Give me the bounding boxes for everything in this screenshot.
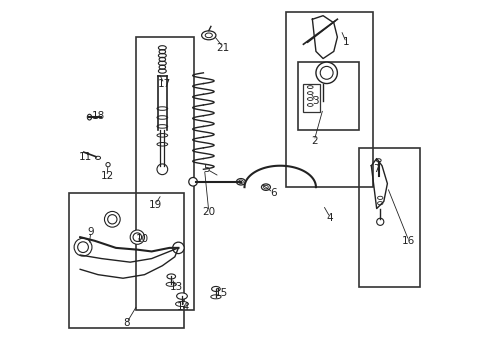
Ellipse shape [176,293,187,299]
Ellipse shape [205,33,212,38]
Circle shape [74,238,92,256]
Circle shape [104,211,120,227]
Circle shape [107,215,117,224]
Ellipse shape [157,107,167,111]
Text: 5: 5 [203,164,210,174]
Bar [69,193,183,328]
Ellipse shape [236,179,245,185]
Ellipse shape [210,295,221,299]
Text: 7: 7 [373,164,379,174]
Ellipse shape [261,184,270,190]
Text: 6: 6 [269,188,276,198]
Text: 9: 9 [87,227,94,237]
Text: 16: 16 [401,236,415,246]
Text: 3: 3 [312,96,319,107]
Circle shape [172,242,184,253]
Text: 19: 19 [148,200,162,210]
Text: 1: 1 [342,37,349,48]
Circle shape [315,62,337,84]
Ellipse shape [157,134,167,137]
Ellipse shape [238,180,243,184]
Text: 12: 12 [100,171,113,181]
Bar [285,12,372,187]
Ellipse shape [263,185,268,189]
Bar [135,37,194,310]
Circle shape [157,164,167,175]
Circle shape [376,218,383,225]
Bar [358,148,419,287]
Text: 15: 15 [214,288,227,297]
Circle shape [133,233,142,242]
Text: 10: 10 [136,234,149,244]
Ellipse shape [211,287,220,292]
Ellipse shape [166,282,176,286]
Text: 2: 2 [310,136,317,146]
Circle shape [78,242,88,252]
Ellipse shape [175,301,188,306]
Text: 8: 8 [123,318,130,328]
Bar [298,62,358,130]
Text: 4: 4 [326,212,333,222]
Ellipse shape [157,116,167,119]
Text: 17: 17 [157,78,170,89]
Text: 11: 11 [79,152,92,162]
Ellipse shape [157,143,167,146]
Text: 14: 14 [177,302,190,312]
Text: 20: 20 [202,207,215,217]
Ellipse shape [201,31,216,40]
Ellipse shape [157,125,167,128]
Circle shape [130,230,144,244]
Bar [302,84,319,112]
Circle shape [188,177,197,186]
Circle shape [320,66,332,79]
Text: 18: 18 [91,111,104,121]
Text: 21: 21 [216,43,229,53]
Ellipse shape [166,274,175,279]
Text: 13: 13 [170,282,183,292]
Ellipse shape [87,114,91,120]
